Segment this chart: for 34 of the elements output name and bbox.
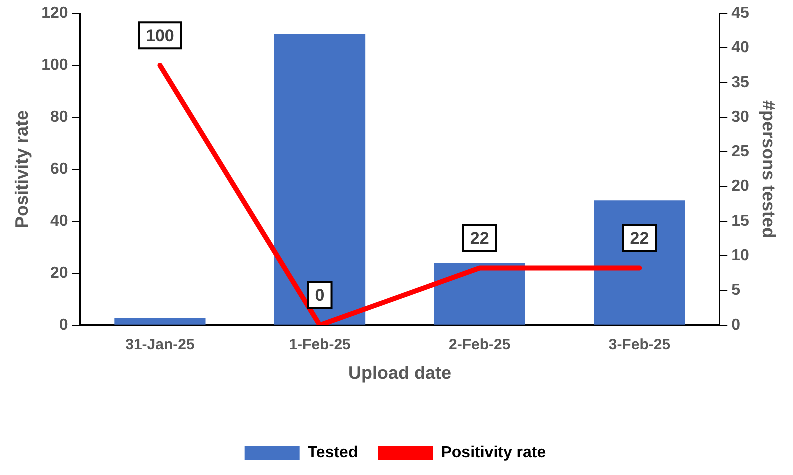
y2-tick-label: 45	[732, 5, 750, 22]
y-tick-label: 80	[50, 108, 68, 126]
y-tick-label: 40	[50, 212, 68, 230]
x-tick-label: 3-Feb-25	[608, 336, 671, 354]
y-axis-title: Positivity rate	[12, 110, 32, 229]
y-tick-label: 20	[50, 264, 68, 282]
y2-tick-label: 40	[732, 40, 750, 57]
y2-tick-label: 0	[732, 316, 741, 334]
y2-tick-label: 10	[732, 248, 750, 265]
data-label: 100	[146, 26, 174, 46]
y2-tick-label: 25	[732, 144, 750, 161]
y-tick-label: 60	[50, 160, 68, 178]
y-tick-label: 100	[42, 56, 68, 74]
x-axis-title: Upload date	[348, 363, 452, 384]
bar	[434, 263, 526, 325]
y2-tick-label: 5	[732, 282, 741, 300]
y-tick-label: 0	[59, 316, 68, 334]
data-label: 22	[470, 228, 490, 248]
x-tick-label: 1-Feb-25	[289, 336, 351, 354]
y2-tick-label: 15	[732, 212, 750, 230]
bar	[274, 34, 366, 325]
legend-label: Tested	[308, 444, 358, 462]
x-tick-label: 31-Jan-25	[126, 336, 195, 354]
data-label: 0	[315, 286, 325, 306]
data-label: 22	[630, 228, 650, 248]
bar	[114, 318, 206, 325]
y2-tick-label: 35	[732, 74, 750, 92]
y-tick-label: 120	[42, 5, 68, 22]
y2-tick-label: 30	[732, 108, 750, 126]
y2-tick-label: 20	[732, 178, 750, 196]
x-tick-label: 2-Feb-25	[449, 336, 511, 354]
legend-label: Positivity rate	[441, 444, 546, 462]
y2-axis-title: #persons tested	[759, 100, 780, 239]
bar	[594, 200, 686, 325]
